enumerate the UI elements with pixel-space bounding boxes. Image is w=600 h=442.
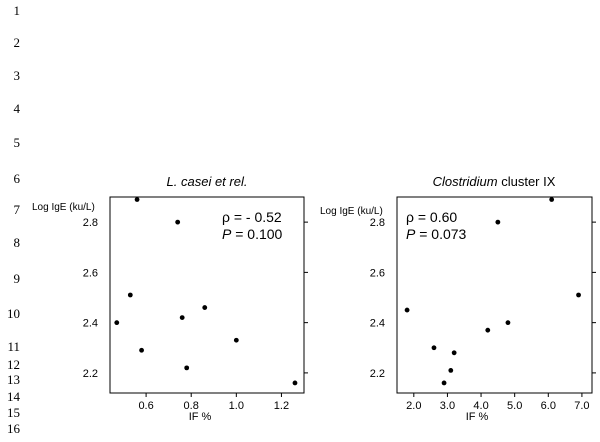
x-tick-label: 6.0 <box>541 400 556 412</box>
data-point <box>404 307 410 313</box>
line-number: 4 <box>14 101 21 116</box>
data-point <box>495 219 501 225</box>
line-number: 6 <box>14 171 21 186</box>
data-point <box>576 292 581 298</box>
y-tick-label: 2.2 <box>370 368 385 380</box>
data-point <box>549 197 555 202</box>
y-axis-label: Log IgE (ku/L) <box>32 202 95 213</box>
data-point <box>175 219 181 225</box>
p-stat: P = 0.073 <box>406 226 467 242</box>
data-point <box>292 380 298 386</box>
data-point <box>233 337 239 343</box>
line-number: 15 <box>7 405 20 420</box>
x-tick-label: 5.0 <box>507 400 522 412</box>
x-tick-label: 0.8 <box>184 400 199 412</box>
rho-stat: ρ = 0.60 <box>406 209 457 225</box>
line-number: 1 <box>14 3 21 18</box>
y-tick-label: 2.6 <box>83 267 98 279</box>
x-axis-label: IF % <box>189 411 212 423</box>
x-tick-label: 1.0 <box>229 400 244 412</box>
p-stat: P = 0.100 <box>222 226 283 242</box>
data-point <box>451 350 457 356</box>
scatter-panel-clostridium: Clostridium cluster IX Log IgE (ku/L) IF… <box>320 174 596 423</box>
data-point <box>139 347 144 353</box>
panel-title: L. casei et rel. <box>167 174 248 189</box>
line-number: 2 <box>14 35 21 50</box>
x-tick-label: 1.2 <box>274 400 289 412</box>
data-point <box>179 315 185 321</box>
data-point <box>127 292 133 298</box>
data-point <box>184 365 190 371</box>
x-tick-label: 0.6 <box>138 400 153 412</box>
plot-frame <box>396 196 593 394</box>
y-tick-label: 2.4 <box>83 318 98 330</box>
panel-title: Clostridium cluster IX <box>433 174 556 189</box>
line-number: 13 <box>7 372 20 387</box>
line-number: 3 <box>14 68 21 83</box>
x-axis-label: IF % <box>466 411 489 423</box>
x-tick-label: 3.0 <box>440 400 455 412</box>
line-number: 10 <box>7 306 20 321</box>
line-number: 5 <box>14 135 21 150</box>
data-point <box>114 320 120 326</box>
data-point <box>448 367 454 373</box>
rho-stat: ρ = - 0.52 <box>222 209 282 225</box>
y-tick-label: 2.8 <box>370 217 385 229</box>
data-point <box>485 327 491 333</box>
line-number: 8 <box>14 235 21 250</box>
line-number: 9 <box>14 271 21 286</box>
line-number: 12 <box>7 357 20 372</box>
data-point <box>134 197 140 202</box>
x-tick-label: 4.0 <box>473 400 488 412</box>
y-tick-label: 2.8 <box>83 217 98 229</box>
y-tick-label: 2.4 <box>370 318 385 330</box>
line-number: 11 <box>7 339 20 354</box>
y-axis-label: Log IgE (ku/L) <box>320 206 383 217</box>
data-point <box>441 380 447 386</box>
line-number: 7 <box>14 202 21 217</box>
line-number: 14 <box>7 389 21 404</box>
data-point <box>202 305 208 310</box>
x-tick-label: 2.0 <box>406 400 421 412</box>
x-tick-label: 7.0 <box>574 400 589 412</box>
y-tick-label: 2.2 <box>83 368 98 380</box>
data-point <box>505 320 511 326</box>
y-tick-label: 2.6 <box>370 267 385 279</box>
scatter-panel-lcasei: L. casei et rel. Log IgE (ku/L) IF % ρ =… <box>32 174 308 423</box>
data-point <box>431 345 437 351</box>
line-number: 16 <box>7 421 21 436</box>
plot-frame <box>109 196 305 394</box>
